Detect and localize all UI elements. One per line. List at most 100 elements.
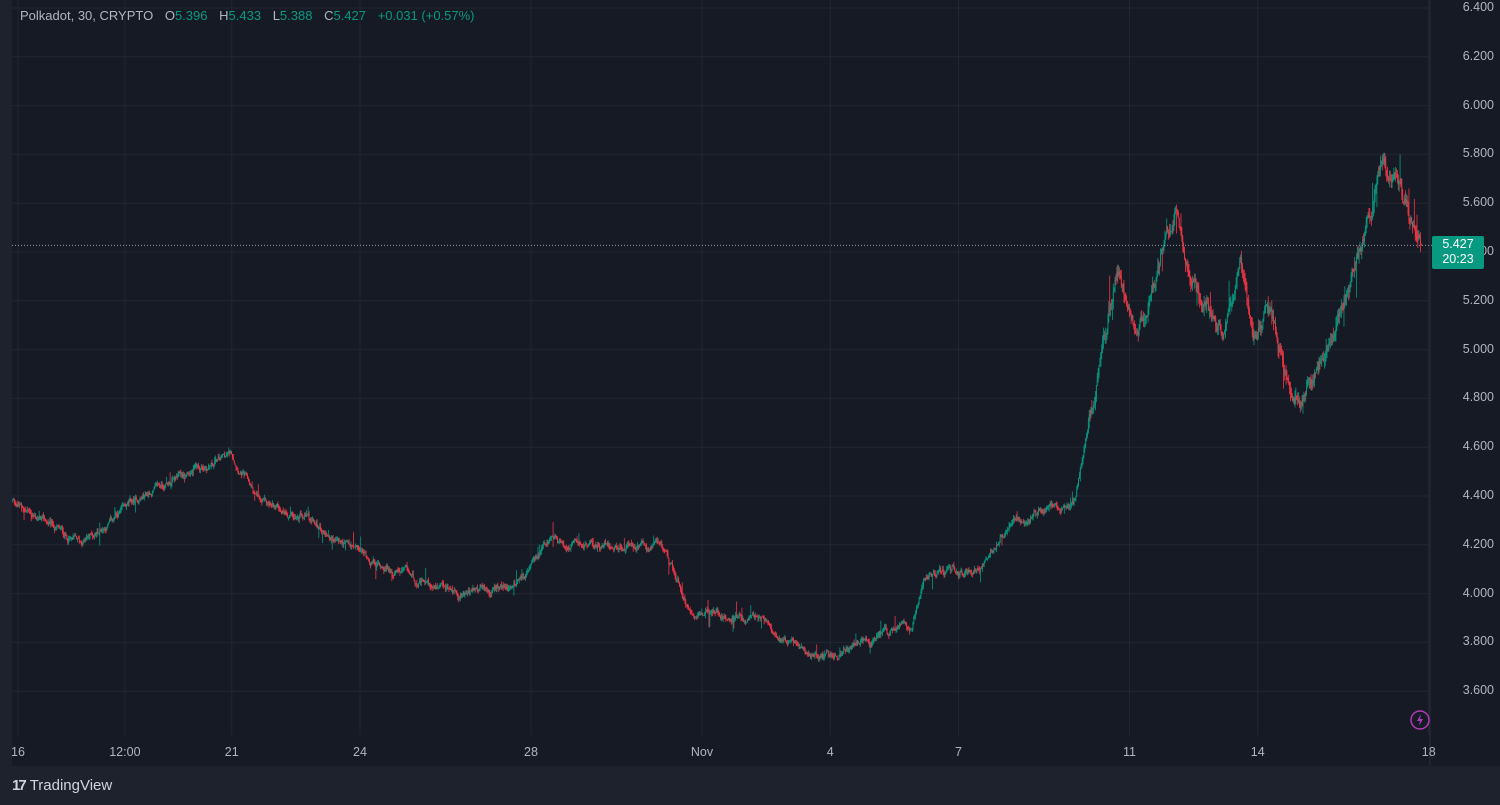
candle: [214, 457, 216, 467]
candle: [623, 538, 625, 552]
candle-body: [1393, 172, 1395, 177]
candle-body: [1114, 279, 1116, 288]
candle: [1139, 317, 1141, 331]
candle: [250, 484, 252, 489]
candle: [159, 484, 161, 489]
candle: [579, 540, 581, 547]
candle: [784, 634, 786, 641]
candle-body: [582, 546, 584, 548]
candle: [843, 647, 845, 651]
candle-body: [760, 617, 762, 618]
price-chart[interactable]: [12, 0, 1500, 766]
candle: [1393, 167, 1395, 181]
candle-body: [1310, 381, 1312, 384]
candle: [382, 565, 384, 571]
candle: [353, 532, 355, 549]
candle-body: [808, 654, 810, 656]
candle: [844, 649, 846, 655]
candle: [335, 536, 337, 543]
candle: [36, 516, 37, 521]
candle: [1179, 225, 1181, 231]
candle-body: [210, 462, 212, 467]
candle: [142, 492, 144, 500]
candle-body: [1230, 304, 1232, 305]
candle-body: [185, 474, 187, 476]
candle-body: [138, 500, 140, 504]
candle-body: [958, 574, 960, 577]
candle-body: [1007, 529, 1009, 531]
candle-body: [410, 573, 412, 576]
chart-panel[interactable]: [12, 0, 1500, 766]
candle-body: [970, 571, 972, 573]
candle: [903, 618, 905, 624]
candle-body: [804, 650, 806, 654]
candle: [1402, 189, 1404, 204]
candle-body: [1390, 179, 1392, 182]
candle: [323, 529, 325, 535]
candle-body: [310, 520, 312, 522]
candle: [346, 539, 348, 543]
candle-body: [814, 654, 816, 657]
candle: [562, 539, 564, 547]
candle: [926, 574, 928, 581]
candle-body: [1289, 384, 1291, 390]
candle-body: [1053, 505, 1055, 507]
candle: [585, 542, 587, 545]
candle: [503, 583, 505, 588]
candle-body: [476, 587, 477, 589]
candle: [1352, 268, 1354, 277]
candle: [84, 537, 86, 543]
candle-body: [639, 543, 641, 546]
candle-body: [1229, 304, 1231, 311]
candle: [829, 650, 831, 659]
candle: [1212, 309, 1214, 320]
candle-body: [460, 594, 462, 596]
candle: [494, 584, 496, 591]
candle: [1112, 283, 1114, 310]
brand-name[interactable]: TradingView: [29, 777, 113, 794]
candle: [889, 631, 891, 637]
candle-body: [1061, 510, 1063, 513]
candle: [1260, 320, 1262, 337]
candle-body: [101, 530, 103, 531]
candle: [59, 524, 61, 529]
candle: [973, 570, 974, 575]
candle: [824, 650, 826, 660]
candle-body: [622, 548, 624, 551]
candle-body: [412, 573, 414, 578]
candle-body: [981, 563, 983, 569]
candle-body: [126, 502, 128, 505]
candle: [1160, 248, 1161, 267]
candle-body: [831, 655, 833, 657]
candle: [57, 525, 59, 527]
candle-body: [1239, 260, 1241, 269]
candle-body: [925, 577, 927, 580]
candle-body: [558, 538, 560, 542]
candle-body: [701, 612, 703, 614]
candle-body: [1338, 314, 1340, 317]
candle-body: [272, 503, 273, 505]
tradingview-logo-icon[interactable]: 17: [12, 777, 27, 794]
candle: [729, 618, 731, 622]
candle: [169, 472, 171, 486]
candle: [37, 516, 39, 521]
candle-body: [1299, 405, 1301, 408]
candle: [329, 536, 331, 541]
candle: [452, 590, 454, 594]
candle-body: [798, 645, 800, 647]
symbol-title[interactable]: Polkadot, 30, CRYPTO: [20, 8, 154, 23]
candle-body: [871, 643, 873, 647]
candle-body: [893, 628, 895, 630]
candle: [1204, 301, 1206, 307]
candle: [620, 543, 622, 551]
candle-body: [827, 651, 829, 655]
candle: [1372, 182, 1373, 221]
candle: [1047, 505, 1049, 511]
lightning-icon[interactable]: [1410, 710, 1430, 730]
candle-body: [662, 546, 664, 549]
candle: [22, 506, 24, 513]
candle: [1102, 335, 1104, 354]
candle: [961, 568, 963, 576]
candle-body: [145, 493, 147, 496]
candle-body: [1211, 314, 1213, 316]
